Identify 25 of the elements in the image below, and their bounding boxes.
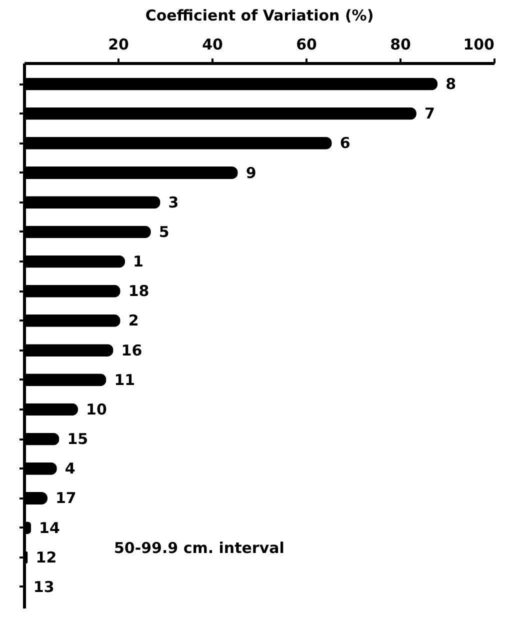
y-tick-label: 3 bbox=[168, 193, 179, 212]
y-tick-label: 1 bbox=[133, 252, 144, 271]
y-tick-label: 18 bbox=[128, 282, 150, 300]
x-tick-label: 20 bbox=[108, 36, 129, 54]
y-tick-label: 11 bbox=[114, 370, 136, 389]
y-tick-label: 10 bbox=[86, 400, 107, 418]
x-tick-label: 60 bbox=[296, 36, 317, 54]
y-tick-label: 4 bbox=[64, 460, 76, 478]
x-axis-title: Coefficient of Variation (%) bbox=[145, 6, 374, 24]
y-tick-label: 14 bbox=[39, 518, 60, 537]
annotation: 50-99.9 cm. interval bbox=[114, 539, 284, 557]
y-tick-label: 6 bbox=[340, 134, 350, 152]
y-tick-label: 9 bbox=[246, 164, 256, 182]
x-tick-label: 80 bbox=[390, 36, 411, 54]
y-tick-label: 15 bbox=[67, 430, 88, 448]
x-tick-label: 100 bbox=[463, 36, 494, 54]
y-tick-label: 17 bbox=[56, 489, 76, 508]
y-tick-label: 7 bbox=[424, 104, 435, 123]
y-tick-label: 8 bbox=[446, 75, 456, 94]
y-tick-label: 2 bbox=[128, 312, 139, 330]
y-tick-label: 5 bbox=[158, 222, 170, 241]
y-tick-label: 12 bbox=[36, 548, 57, 566]
x-tick-label: 40 bbox=[202, 36, 223, 54]
y-tick-label: 13 bbox=[33, 578, 54, 596]
y-tick-label: 16 bbox=[121, 341, 142, 360]
